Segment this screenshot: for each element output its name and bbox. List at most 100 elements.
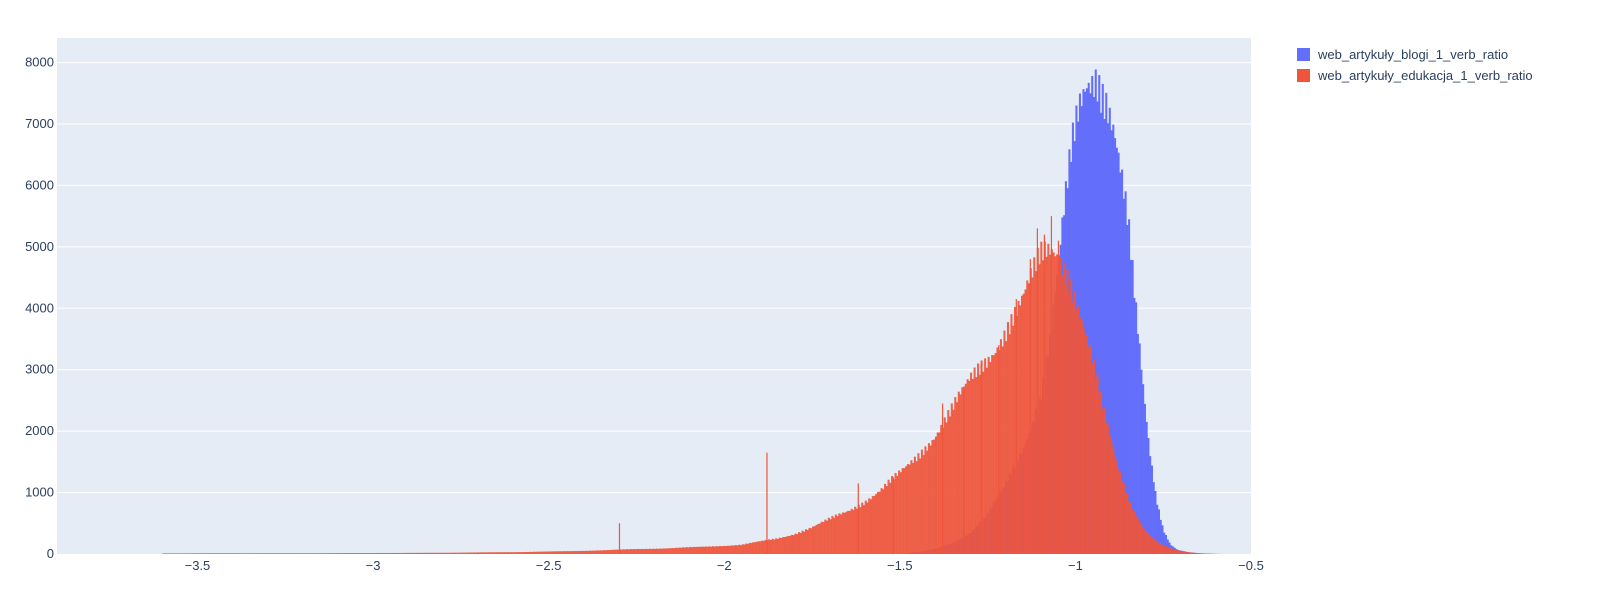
histogram-bar — [330, 553, 333, 554]
histogram-bar — [1140, 524, 1143, 554]
histogram-bar — [488, 552, 492, 554]
histogram-bar — [820, 521, 823, 554]
histogram-bar — [1033, 257, 1036, 554]
histogram-bar — [676, 547, 679, 554]
histogram-bar — [341, 553, 344, 554]
histogram-bar — [1040, 241, 1043, 554]
histogram-bar — [473, 552, 476, 554]
histogram-bar — [304, 553, 307, 554]
histogram-bar — [912, 462, 915, 554]
histogram-bar — [343, 553, 346, 554]
histogram-bar — [244, 553, 247, 554]
histogram-bar — [408, 552, 411, 554]
histogram-bar — [654, 548, 657, 554]
legend-item-edukacja[interactable]: web_artykuły_edukacja_1_verb_ratio — [1297, 68, 1533, 83]
histogram-bar — [611, 549, 614, 554]
legend-item-blogi[interactable]: web_artykuły_blogi_1_verb_ratio — [1297, 47, 1508, 62]
histogram-bar — [866, 502, 869, 554]
x-tick-label: −1 — [1068, 558, 1083, 573]
histogram-spike-bar — [766, 452, 768, 554]
histogram-bar — [371, 553, 374, 554]
histogram-bar — [771, 538, 774, 554]
histogram-bar — [991, 355, 994, 554]
histogram-bar — [1136, 333, 1139, 554]
histogram-bar — [682, 547, 685, 554]
histogram-bar — [1012, 325, 1015, 554]
x-tick-label: −2 — [717, 558, 732, 573]
histogram-bar — [973, 367, 976, 554]
histogram-bar — [748, 542, 751, 554]
histogram-bar — [1056, 254, 1059, 555]
histogram-bar — [429, 552, 432, 554]
histogram-bar — [1103, 408, 1106, 554]
histogram-bar — [515, 552, 518, 554]
histogram-bar — [694, 546, 697, 554]
histogram-bar — [666, 548, 669, 554]
histogram-bar — [590, 550, 593, 554]
histogram-bar — [420, 552, 423, 554]
histogram-bar — [353, 553, 356, 554]
histogram-bar — [1135, 516, 1138, 554]
histogram-bar — [725, 545, 729, 554]
histogram-bar — [557, 551, 560, 554]
histogram-bar — [910, 460, 913, 554]
histogram-bar — [769, 540, 772, 554]
histogram-bar — [1142, 527, 1145, 554]
histogram-bar — [1101, 83, 1104, 554]
histogram-bar — [668, 548, 671, 554]
histogram-bar — [1114, 138, 1117, 554]
histogram-bar — [750, 543, 753, 554]
histogram-bar — [348, 553, 351, 554]
histogram-bar — [255, 553, 258, 554]
histogram-bar — [216, 553, 219, 554]
histogram-bar — [957, 391, 960, 554]
histogram-bar — [1126, 225, 1129, 555]
histogram-bar — [896, 475, 899, 554]
histogram-bar — [917, 453, 920, 554]
histogram-bar — [797, 532, 801, 554]
histogram-bar — [761, 540, 764, 554]
histogram-bar — [652, 548, 655, 554]
histogram-bar — [950, 403, 953, 554]
histogram-bar — [845, 511, 848, 554]
histogram-spike-bar — [618, 523, 621, 554]
histogram-bar — [1152, 538, 1155, 554]
histogram-bar — [603, 550, 606, 554]
histogram-bar — [701, 546, 704, 554]
histogram-bar — [362, 553, 365, 554]
histogram-bar — [241, 553, 244, 554]
histogram-bar — [506, 552, 509, 554]
histogram-bar — [323, 553, 326, 554]
histogram-bar — [627, 549, 630, 554]
histogram-bar — [397, 552, 400, 554]
histogram-bar — [239, 553, 242, 554]
histogram-bar — [984, 358, 987, 554]
histogram-bar — [422, 552, 425, 554]
histogram-bar — [369, 553, 372, 554]
histogram-bar — [615, 549, 618, 554]
histogram-bar — [318, 553, 321, 554]
histogram-bar — [1110, 130, 1113, 554]
histogram-spike-bar — [892, 477, 894, 554]
histogram-bar — [869, 499, 873, 554]
histogram-bar — [1122, 198, 1125, 554]
histogram-bar — [336, 553, 339, 554]
histogram-bar — [1019, 305, 1022, 554]
histogram-bar — [1136, 518, 1139, 554]
histogram-bar — [567, 551, 571, 554]
histogram-bar — [1150, 465, 1153, 554]
histogram-bar — [413, 552, 416, 554]
histogram-bar — [638, 549, 641, 554]
histogram-bar — [1124, 492, 1127, 554]
histogram-bar — [394, 552, 397, 554]
histogram-bar — [1182, 551, 1185, 554]
legend[interactable]: web_artykuły_blogi_1_verb_ratio web_arty… — [1297, 47, 1533, 83]
histogram-bar — [1163, 545, 1166, 554]
histogram-bar — [924, 446, 927, 554]
histogram-bar — [583, 550, 586, 554]
histogram-bar — [469, 552, 472, 554]
histogram-bar — [1115, 147, 1118, 554]
histogram-bar — [446, 552, 449, 554]
histogram-bar — [608, 549, 611, 554]
histogram-bar — [982, 371, 985, 554]
